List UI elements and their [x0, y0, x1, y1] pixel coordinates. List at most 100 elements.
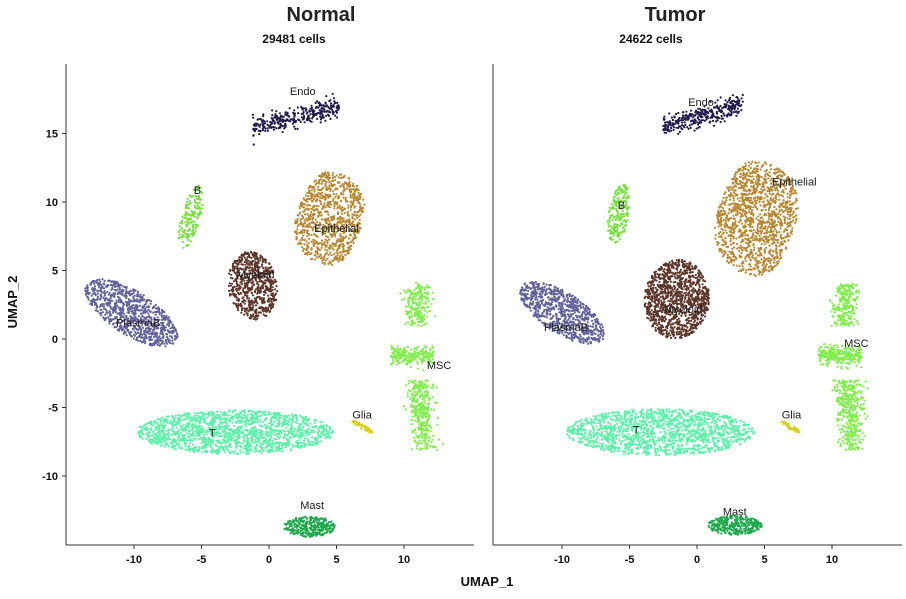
- cell-point: [251, 440, 254, 443]
- cell-point: [196, 217, 199, 220]
- cell-point: [411, 319, 414, 322]
- cell-point: [311, 193, 314, 196]
- cell-point: [197, 438, 200, 441]
- cell-point: [314, 208, 317, 211]
- cell-point: [333, 100, 336, 103]
- cell-point: [423, 425, 427, 428]
- cell-point: [338, 196, 341, 199]
- cell-point: [331, 171, 334, 175]
- cell-point: [217, 434, 220, 438]
- cell-point: [409, 294, 412, 297]
- cell-point: [307, 242, 310, 245]
- cell-point: [307, 187, 310, 190]
- cell-point: [306, 224, 309, 227]
- cell-point: [356, 198, 359, 201]
- cell-point: [338, 255, 341, 258]
- cell-point: [164, 326, 167, 329]
- cell-point: [277, 416, 280, 420]
- cell-point: [419, 357, 422, 361]
- cell-point: [423, 323, 426, 326]
- cell-point: [285, 113, 288, 117]
- cell-point: [302, 247, 305, 251]
- cell-point: [431, 438, 434, 441]
- cell-point: [326, 241, 329, 244]
- cell-point: [347, 206, 350, 209]
- cell-point: [228, 442, 231, 446]
- cell-point: [164, 417, 167, 420]
- cell-point: [192, 438, 195, 441]
- cell-point: [324, 206, 327, 209]
- cell-point: [119, 292, 122, 295]
- cell-point: [340, 173, 343, 176]
- cell-point: [149, 302, 152, 305]
- cell-point: [281, 446, 284, 450]
- cell-point: [352, 241, 355, 245]
- cell-point: [146, 331, 149, 334]
- cell-point: [347, 252, 350, 255]
- cell-point: [135, 304, 138, 307]
- cell-point: [402, 350, 405, 353]
- cell-point: [426, 429, 429, 432]
- cell-point: [416, 405, 419, 408]
- cell-point: [101, 311, 104, 314]
- cell-point: [319, 118, 323, 121]
- cell-point: [257, 285, 260, 289]
- cell-point: [266, 120, 269, 123]
- cell-point: [247, 310, 250, 313]
- cell-point: [301, 416, 304, 419]
- cell-point: [407, 302, 410, 305]
- cell-point: [166, 419, 169, 422]
- cell-point: [410, 360, 413, 363]
- cell-point: [319, 196, 323, 199]
- cell-point: [324, 119, 327, 122]
- cell-point: [245, 419, 248, 422]
- cell-point: [270, 307, 273, 310]
- cell-point: [355, 187, 358, 190]
- cell-point: [160, 314, 163, 317]
- cell-point: [191, 431, 194, 435]
- cell-point: [199, 436, 202, 439]
- cell-point: [134, 312, 137, 315]
- cell-point: [352, 182, 355, 185]
- cell-point: [332, 192, 335, 196]
- cell-point: [301, 225, 304, 228]
- cell-point: [314, 425, 317, 428]
- cell-point: [321, 186, 325, 190]
- cell-point: [407, 305, 410, 309]
- cell-point: [340, 240, 343, 243]
- cell-point: [413, 379, 416, 382]
- cell-point: [253, 254, 256, 257]
- cell-point: [136, 337, 139, 340]
- cell-point: [321, 261, 324, 264]
- cell-point: [139, 312, 142, 315]
- cell-point: [338, 243, 342, 246]
- cell-point: [203, 434, 206, 437]
- cell-point: [339, 251, 342, 254]
- cell-point: [410, 423, 413, 426]
- cell-point: [147, 305, 150, 308]
- cell-point: [121, 305, 124, 309]
- cell-point: [327, 196, 330, 199]
- cell-point: [328, 244, 332, 247]
- cell-point: [145, 310, 148, 313]
- cell-point: [286, 112, 289, 115]
- cell-point: [321, 259, 324, 262]
- cell-point: [317, 180, 321, 183]
- cell-point: [408, 304, 411, 307]
- cell-point: [291, 435, 294, 438]
- cell-point: [326, 257, 329, 260]
- cell-point: [359, 196, 362, 199]
- cell-point: [252, 315, 255, 318]
- cell-point: [252, 116, 255, 119]
- cell-point: [334, 244, 337, 247]
- cell-point: [128, 331, 131, 334]
- cell-point: [177, 237, 180, 240]
- cell-point: [150, 300, 153, 303]
- cell-point: [418, 426, 421, 430]
- cell-point: [318, 174, 321, 177]
- cell-point: [290, 413, 293, 416]
- cell-point: [109, 305, 112, 308]
- cell-point: [268, 262, 271, 265]
- cell-point: [396, 363, 399, 366]
- cell-point: [405, 305, 408, 308]
